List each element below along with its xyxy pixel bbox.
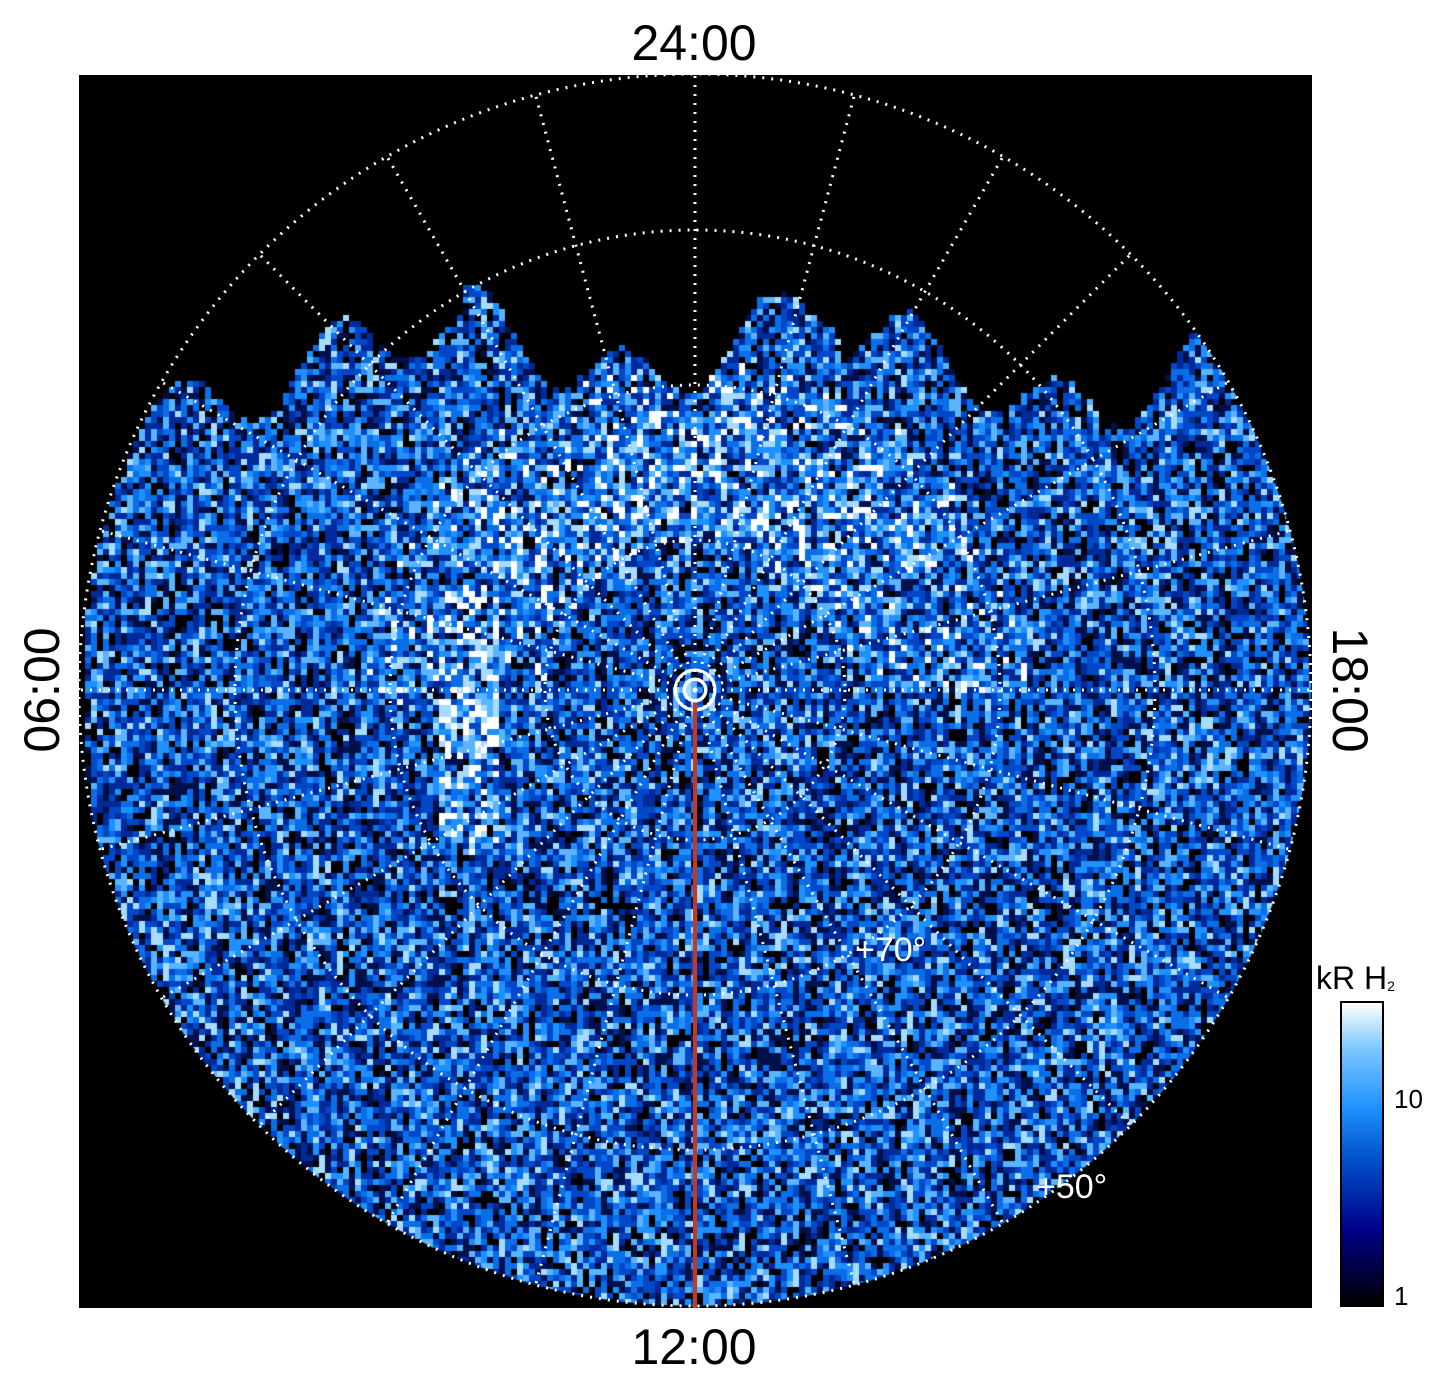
meridian-line: [534, 94, 697, 691]
colorbar: [1340, 1001, 1384, 1307]
meridian-line: [534, 689, 697, 1286]
hour-label-12: 12:00: [631, 1319, 757, 1375]
colorbar-title-main: kR H: [1316, 960, 1388, 996]
latitude-label-50: +50°: [1036, 1168, 1108, 1206]
hour-label-06: 06:00: [14, 627, 70, 753]
meridian-line: [693, 94, 856, 691]
polar-map-panel: +70° +50°: [79, 75, 1312, 1308]
latitude-label-70: +70°: [855, 931, 927, 969]
meridian-line: [258, 253, 697, 692]
meridian-line: [694, 688, 1291, 851]
colorbar-tick-10: 10: [1394, 1084, 1423, 1114]
latitude-circle: [79, 75, 1312, 1308]
meridian-line: [693, 689, 856, 1286]
meridian-line: [693, 688, 1132, 1127]
meridian-line: [385, 155, 697, 691]
pole-marker: [682, 677, 708, 703]
hour-label-18: 18:00: [1322, 627, 1378, 753]
meridian-line: [694, 529, 1291, 692]
meridian-line: [693, 253, 1132, 692]
meridian-line: [385, 689, 697, 1225]
meridian-line: [99, 688, 696, 851]
meridian-line: [693, 155, 1005, 691]
meridian-line: [694, 688, 1230, 1000]
colorbar-tick-1: 1: [1394, 1281, 1409, 1311]
meridian-line: [258, 688, 697, 1127]
meridian-line: [694, 380, 1230, 692]
meridian-line: [160, 688, 696, 1000]
meridian-line: [693, 689, 1005, 1225]
colorbar-title-subscript: 2: [1387, 978, 1395, 994]
hour-label-24: 24:00: [631, 15, 757, 71]
polar-grid-overlay: [79, 75, 1312, 1308]
meridian-line: [160, 380, 696, 692]
meridian-line: [99, 529, 696, 692]
colorbar-title: kR H2: [1316, 960, 1395, 997]
